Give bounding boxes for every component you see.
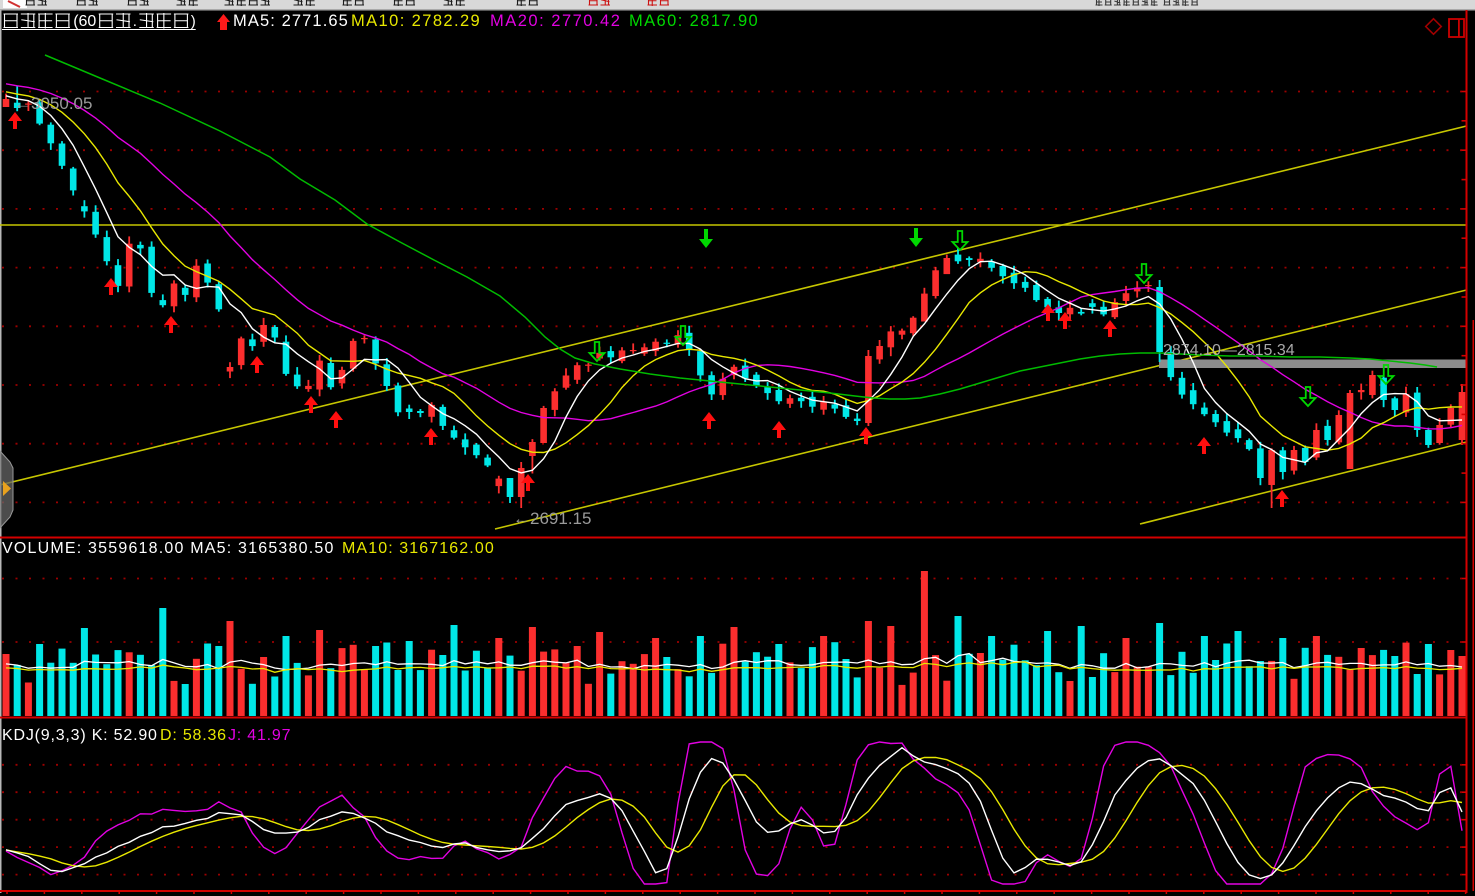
svg-text:D: 58.36: D: 58.36: [160, 727, 227, 744]
svg-text:MA60: 2817.90: MA60: 2817.90: [629, 12, 759, 30]
svg-text:.: .: [133, 13, 137, 30]
svg-text:VOLUME: 3559618.00 MA5: 316538: VOLUME: 3559618.00 MA5: 3165380.50: [2, 540, 335, 557]
svg-text:←3050.05: ←3050.05: [14, 94, 92, 113]
svg-text:MA20: 2770.42: MA20: 2770.42: [490, 12, 621, 30]
svg-text:←2691.15: ←2691.15: [513, 509, 591, 528]
svg-text:2874.10—2815.34: 2874.10—2815.34: [1163, 342, 1295, 359]
svg-text:MA10: 2782.29: MA10: 2782.29: [351, 12, 481, 30]
svg-text:MA10: 3167162.00: MA10: 3167162.00: [342, 540, 495, 557]
svg-text:J: 41.97: J: 41.97: [228, 727, 291, 744]
svg-text:): ): [191, 13, 196, 30]
svg-text:KDJ(9,3,3) K: 52.90: KDJ(9,3,3) K: 52.90: [2, 727, 158, 744]
svg-text:(60: (60: [73, 13, 96, 30]
svg-text:MA5: 2771.65: MA5: 2771.65: [233, 12, 349, 30]
